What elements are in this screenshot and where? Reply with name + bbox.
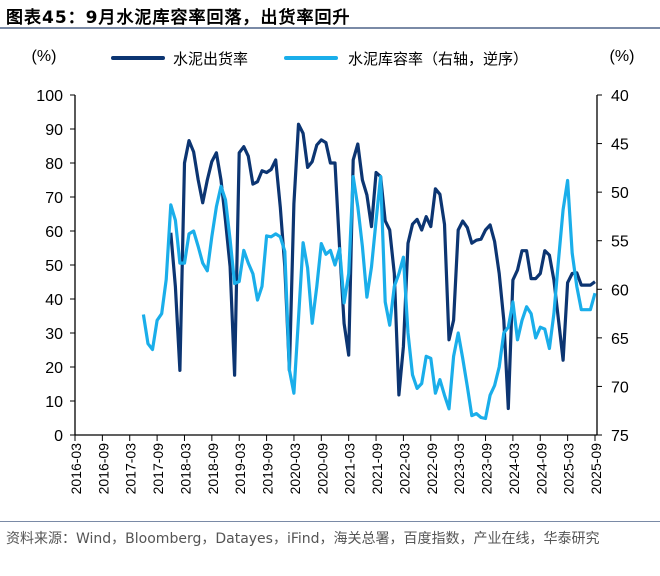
right-y-tick-label: 70: [611, 379, 629, 396]
right-y-tick-label: 50: [611, 185, 629, 202]
source-note: 资料来源：Wind，Bloomberg，Datayes，iFind，海关总署，百…: [6, 531, 600, 547]
x-tick-label: 2017-09: [150, 443, 166, 495]
left-y-tick-label: 40: [45, 292, 63, 309]
right-y-tick-label: 55: [611, 234, 629, 251]
legend-label: 水泥出货率: [173, 51, 248, 68]
x-tick-label: 2019-03: [232, 443, 248, 495]
x-tick-label: 2018-09: [205, 443, 221, 495]
x-tick-label: 2022-09: [424, 443, 440, 495]
series-line-storage-rate: [141, 175, 597, 421]
x-tick-label: 2021-03: [342, 443, 358, 495]
x-tick-label: 2016-03: [68, 443, 84, 495]
right-axis-unit: (%): [610, 48, 635, 65]
x-tick-label: 2024-09: [533, 443, 549, 495]
title-divider: [0, 27, 660, 29]
x-tick-label: 2017-03: [123, 443, 139, 495]
right-y-tick-label: 40: [611, 88, 629, 105]
x-tick-label: 2023-09: [479, 443, 495, 495]
right-y-tick-label: 75: [611, 428, 629, 445]
line-chart: 0 10 20 30 40 50 60 70 80 90 100 40 45 50 55 60 65 70 75 (%…: [32, 48, 635, 495]
left-y-tick-label: 100: [36, 88, 63, 105]
x-tick-label: 2019-09: [260, 443, 276, 495]
x-tick-label: 2023-03: [451, 443, 467, 495]
left-y-tick-label: 70: [45, 190, 63, 207]
x-tick-label: 2024-03: [506, 443, 522, 495]
figure-title: 图表45：9月水泥库容率回落，出货率回升: [6, 8, 351, 28]
x-tick-label: 2020-03: [287, 443, 303, 495]
left-y-tick-label: 0: [54, 428, 63, 445]
x-tick-label: 2021-09: [369, 443, 385, 495]
left-y-tick-label: 60: [45, 224, 63, 241]
left-y-tick-label: 90: [45, 122, 63, 139]
right-y-tick-label: 60: [611, 282, 629, 299]
x-tick-label: 2022-03: [396, 443, 412, 495]
left-y-tick-label: 80: [45, 156, 63, 173]
left-y-tick-label: 10: [45, 394, 63, 411]
left-y-tick-label: 50: [45, 258, 63, 275]
left-y-tick-label: 30: [45, 326, 63, 343]
x-tick-label: 2016-09: [95, 443, 111, 495]
x-tick-label: 2025-09: [588, 443, 604, 495]
left-axis-unit: (%): [32, 48, 57, 65]
left-y-tick-label: 20: [45, 360, 63, 377]
x-tick-label: 2018-03: [177, 443, 193, 495]
x-tick-label: 2020-09: [314, 443, 330, 495]
right-y-tick-label: 45: [611, 137, 629, 154]
source-divider: [0, 521, 660, 522]
x-tick-label: 2025-03: [561, 443, 577, 495]
legend-label: 水泥库容率（右轴，逆序）: [348, 51, 528, 68]
right-y-tick-label: 65: [611, 331, 629, 348]
